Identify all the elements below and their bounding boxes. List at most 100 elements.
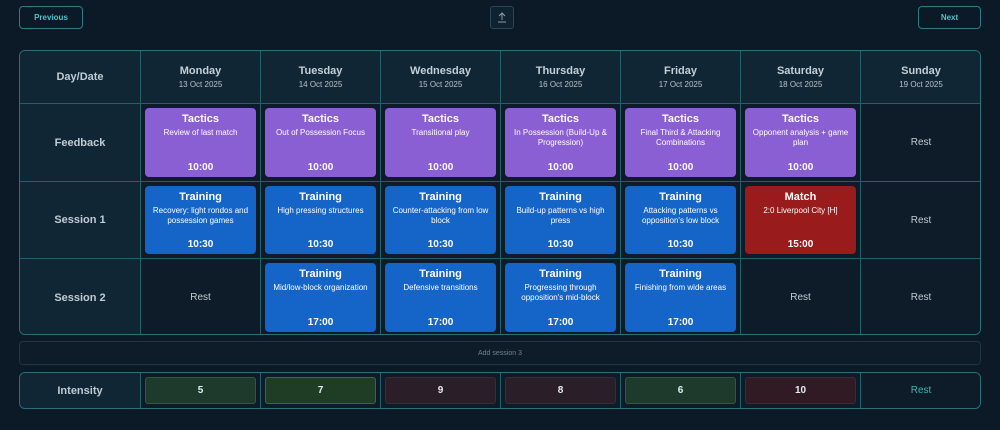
- training-card[interactable]: Training High pressing structures 10:30: [265, 186, 376, 254]
- schedule-cell: Training Counter-attacking from low block…: [381, 182, 501, 259]
- rest-label: Rest: [910, 214, 932, 226]
- training-card[interactable]: Training Finishing from wide areas 17:00: [625, 263, 736, 332]
- card-description: Progressing through opposition's mid-blo…: [521, 283, 600, 302]
- day-name: Wednesday: [410, 65, 471, 77]
- day-header-saturday: Saturday 18 Oct 2025: [741, 51, 861, 104]
- intensity-value[interactable]: 6: [625, 377, 736, 404]
- card-description: Transitional play: [411, 128, 470, 137]
- rest-label: Rest: [190, 292, 211, 303]
- card-time: 10:30: [547, 239, 574, 250]
- intensity-cell: 5: [141, 373, 261, 408]
- schedule-cell: Training High pressing structures 10:30: [261, 182, 381, 259]
- schedule-cell: Tactics Final Third & Attacking Combinati…: [621, 104, 741, 182]
- previous-button[interactable]: Previous: [19, 6, 83, 29]
- schedule-grid: Day/Date Monday 13 Oct 2025 Tuesday 14 Oct 2…: [19, 50, 981, 335]
- training-card[interactable]: Training Attacking patterns vs opposition…: [625, 186, 736, 254]
- day-name: Monday: [179, 65, 222, 77]
- training-card[interactable]: Training Defensive transitions 17:00: [385, 263, 496, 332]
- intensity-cell: Rest: [861, 373, 980, 408]
- card-time: 10:00: [787, 162, 814, 173]
- training-card[interactable]: Training Mid/low-block organization 17:00: [265, 263, 376, 332]
- rest-label: Rest: [910, 292, 932, 303]
- intensity-label: Intensity: [20, 373, 141, 408]
- intensity-value[interactable]: 5: [145, 377, 256, 404]
- upload-icon: [498, 12, 506, 23]
- card-title: Tactics: [541, 113, 580, 125]
- schedule-cell: Match 2:0 Liverpool City [H] 15:00: [741, 182, 861, 259]
- card-title: Match: [784, 191, 817, 203]
- day-header-tuesday: Tuesday 14 Oct 2025: [261, 51, 381, 104]
- tactics-card[interactable]: Tactics Review of last match 10:00: [145, 108, 256, 177]
- card-time: 10:30: [427, 239, 454, 250]
- training-card[interactable]: Training Build-up patterns vs high press 1…: [505, 186, 616, 254]
- schedule-cell: Training Recovery: light rondos and posse…: [141, 182, 261, 259]
- card-title: Training: [659, 191, 702, 203]
- card-title: Tactics: [661, 113, 700, 125]
- card-time: 17:00: [427, 317, 454, 328]
- card-description: Mid/low-block organization: [273, 283, 368, 292]
- card-title: Training: [179, 191, 222, 203]
- card-time: 10:00: [307, 162, 334, 173]
- intensity-value[interactable]: 10: [745, 377, 856, 404]
- training-card[interactable]: Training Counter-attacking from low block…: [385, 186, 496, 254]
- card-description: In Possession (Build-Up & Progression): [514, 128, 607, 147]
- intensity-value[interactable]: 9: [385, 377, 496, 404]
- card-description: 2:0 Liverpool City [H]: [763, 206, 838, 215]
- schedule-cell: Training Progressing through opposition's…: [501, 259, 621, 334]
- card-time: 17:00: [667, 317, 694, 328]
- card-title: Training: [539, 191, 582, 203]
- card-title: Training: [299, 191, 342, 203]
- intensity-value[interactable]: 8: [505, 377, 616, 404]
- schedule-cell: Training Mid/low-block organization 17:00: [261, 259, 381, 334]
- card-time: 10:30: [307, 239, 334, 250]
- card-title: Training: [539, 268, 582, 280]
- rest-label: Rest: [790, 292, 811, 303]
- card-description: Defensive transitions: [403, 283, 478, 292]
- next-button[interactable]: Next: [918, 6, 981, 29]
- day-header-sunday: Sunday 19 Oct 2025: [861, 51, 980, 104]
- schedule-cell: Training Attacking patterns vs opposition…: [621, 182, 741, 259]
- card-time: 15:00: [787, 239, 814, 250]
- intensity-cell: 7: [261, 373, 381, 408]
- schedule-cell: Rest: [861, 104, 980, 182]
- card-title: Tactics: [181, 113, 220, 125]
- card-title: Tactics: [421, 113, 460, 125]
- tactics-card[interactable]: Tactics In Possession (Build-Up & Progres…: [505, 108, 616, 177]
- day-header-thursday: Thursday 16 Oct 2025: [501, 51, 621, 104]
- card-time: 10:00: [427, 162, 454, 173]
- day-date: 14 Oct 2025: [298, 80, 343, 89]
- tactics-card[interactable]: Tactics Out of Possession Focus 10:00: [265, 108, 376, 177]
- card-description: Review of last match: [163, 128, 238, 137]
- tactics-card[interactable]: Tactics Opponent analysis + game plan 10:0…: [745, 108, 856, 177]
- card-time: 10:00: [667, 162, 694, 173]
- schedule-cell: Rest: [741, 259, 861, 334]
- match-card[interactable]: Match 2:0 Liverpool City [H] 15:00: [745, 186, 856, 254]
- card-title: Training: [659, 268, 702, 280]
- schedule-cell: Tactics Out of Possession Focus 10:00: [261, 104, 381, 182]
- card-description: Final Third & Attacking Combinations: [640, 128, 721, 147]
- card-description: Finishing from wide areas: [634, 283, 727, 292]
- day-date: 13 Oct 2025: [178, 80, 223, 89]
- add-session-button[interactable]: Add session 3: [19, 341, 981, 365]
- training-card[interactable]: Training Recovery: light rondos and posse…: [145, 186, 256, 254]
- card-title: Training: [419, 268, 462, 280]
- day-name: Tuesday: [298, 65, 343, 77]
- card-title: Tactics: [781, 113, 820, 125]
- tactics-card[interactable]: Tactics Final Third & Attacking Combinati…: [625, 108, 736, 177]
- schedule-cell: Tactics Transitional play 10:00: [381, 104, 501, 182]
- schedule-cell: Rest: [141, 259, 261, 334]
- schedule-cell: Training Defensive transitions 17:00: [381, 259, 501, 334]
- card-description: Attacking patterns vs opposition's low b…: [641, 206, 720, 225]
- intensity-value[interactable]: 7: [265, 377, 376, 404]
- schedule-cell: Training Finishing from wide areas 17:00: [621, 259, 741, 334]
- day-header-wednesday: Wednesday 15 Oct 2025: [381, 51, 501, 104]
- card-description: Build-up patterns vs high press: [516, 206, 605, 225]
- day-date: 17 Oct 2025: [658, 80, 703, 89]
- tactics-card[interactable]: Tactics Transitional play 10:00: [385, 108, 496, 177]
- day-date: 18 Oct 2025: [778, 80, 823, 89]
- schedule-cell: Tactics Opponent analysis + game plan 10:0…: [741, 104, 861, 182]
- training-card[interactable]: Training Progressing through opposition's…: [505, 263, 616, 332]
- day-date: 19 Oct 2025: [899, 80, 943, 89]
- day-date-header: Day/Date: [20, 51, 141, 104]
- export-button[interactable]: [490, 6, 514, 29]
